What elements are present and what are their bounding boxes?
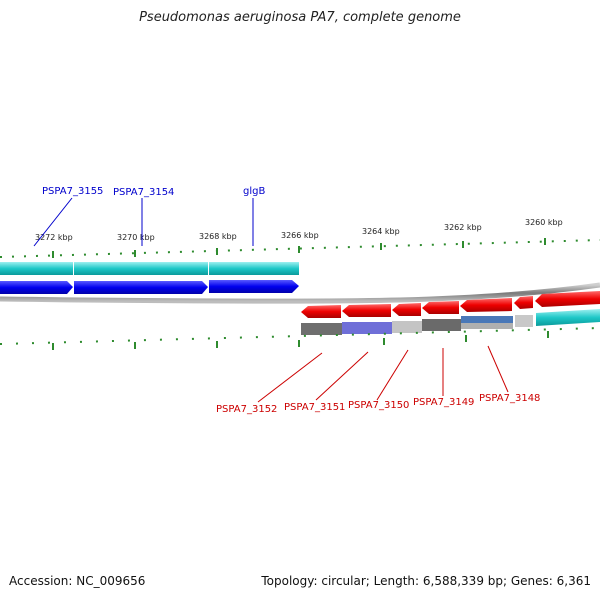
tick-label: 3266 kbp [281, 231, 319, 240]
gene-label-pspa7-3154[interactable]: PSPA7_3154 [113, 187, 174, 198]
cds-block [209, 262, 299, 275]
cds-block [74, 262, 208, 275]
gene-label-glgb[interactable]: glgB [243, 186, 265, 197]
feature-block [422, 319, 461, 331]
tick-label: 3268 kbp [199, 232, 237, 241]
tick-label: 3272 kbp [35, 233, 73, 242]
gene-label-pspa7-3155[interactable]: PSPA7_3155 [42, 186, 103, 197]
gene-arrow-right[interactable] [535, 291, 600, 307]
lower-major-ticks [52, 331, 549, 350]
gene-arrow-pspa7-3155[interactable] [0, 281, 73, 294]
gene-arrow-pspa7-3151[interactable] [342, 304, 391, 317]
tick-label: 3260 kbp [525, 218, 563, 227]
feature-block [342, 322, 392, 334]
gene-arrow-glgb[interactable] [209, 280, 299, 293]
reverse-gene-labels: PSPA7_3152 PSPA7_3151 PSPA7_3150 PSPA7_3… [216, 393, 540, 415]
feature-block [461, 323, 513, 329]
cds-block [536, 309, 600, 326]
gene-arrow-pspa7-3149[interactable] [422, 301, 459, 314]
gene-arrow-pspa7-3150[interactable] [392, 303, 421, 316]
forward-cds-track [0, 262, 299, 275]
feature-block [515, 315, 533, 327]
forward-label-leaders [33, 197, 254, 247]
feature-block [392, 321, 422, 333]
accession-text: Accession: NC_009656 [9, 574, 146, 588]
gene-label-pspa7-3148[interactable]: PSPA7_3148 [479, 393, 540, 404]
gene-arrow-small[interactable] [514, 296, 533, 309]
gene-label-pspa7-3149[interactable]: PSPA7_3149 [413, 397, 474, 408]
forward-gene-labels: PSPA7_3155 PSPA7_3154 glgB [42, 186, 265, 198]
gene-label-pspa7-3150[interactable]: PSPA7_3150 [348, 400, 409, 411]
genome-summary: Topology: circular; Length: 6,588,339 bp… [261, 574, 591, 588]
tick-label: 3270 kbp [117, 233, 155, 242]
upper-major-ticks [52, 238, 546, 258]
feature-block [461, 316, 513, 323]
reverse-label-leaders [257, 345, 509, 403]
genome-backbone [0, 282, 600, 304]
reverse-cds-track [301, 309, 600, 335]
scale-labels: 3272 kbp 3270 kbp 3268 kbp 3266 kbp 3264… [35, 218, 563, 242]
tick-label: 3262 kbp [444, 223, 482, 232]
gene-arrow-pspa7-3154[interactable] [74, 281, 208, 294]
gene-label-pspa7-3151[interactable]: PSPA7_3151 [284, 402, 345, 413]
feature-block [301, 323, 342, 335]
tick-label: 3264 kbp [362, 227, 400, 236]
forward-gene-track [0, 280, 299, 294]
gene-arrow-pspa7-3152[interactable] [301, 305, 341, 318]
cds-block [0, 262, 73, 275]
genome-title: Pseudomonas aeruginosa PA7, complete gen… [139, 10, 461, 25]
gene-arrow-pspa7-3148[interactable] [460, 298, 512, 312]
reverse-gene-track [301, 291, 600, 318]
gene-label-pspa7-3152[interactable]: PSPA7_3152 [216, 404, 277, 415]
